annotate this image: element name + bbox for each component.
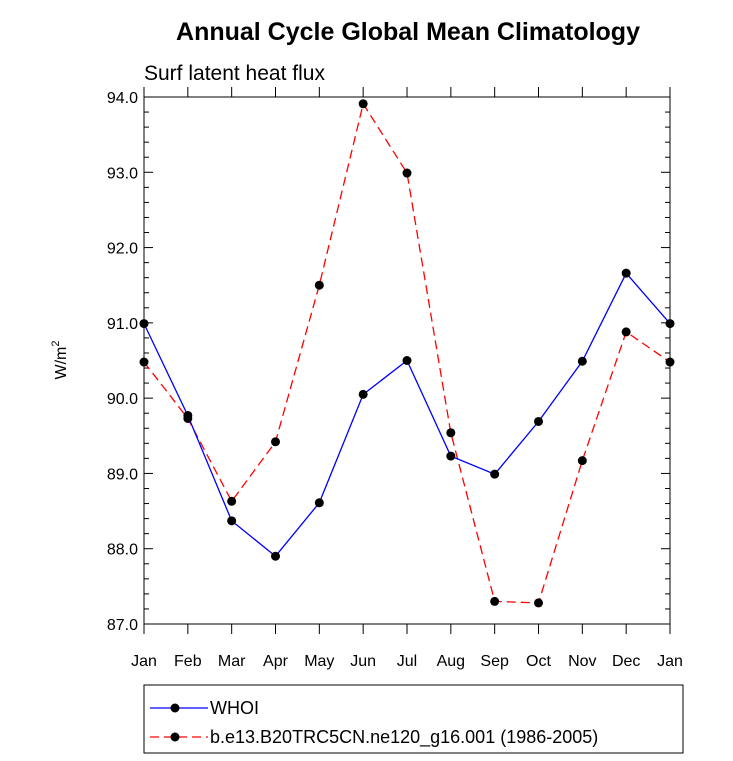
series-line-1 [143,102,671,604]
y-axis: 87.0 88.0 89.0 90.0 91.0 92.0 93.0 94.0 [107,90,670,634]
data-point-series-0 [665,319,675,329]
data-point-series-1 [665,357,675,367]
legend-label-0: WHOI [210,698,259,718]
data-point-series-1 [314,280,324,290]
y-tick-label: 92.0 [107,241,138,258]
data-point-series-0 [358,389,368,399]
data-point-series-1 [490,596,500,606]
data-point-series-0 [314,498,324,508]
y-axis-label-text: W/m [53,347,70,380]
x-tick-label: Jan [657,653,683,670]
data-point-series-1 [621,327,631,337]
data-point-series-0 [271,551,280,561]
y-tick-label: 93.0 [107,165,138,182]
legend-items: WHOI b.e13.B20TRC5CN.ne120_g16.001 (1986-… [150,698,598,748]
chart-title: Annual Cycle Global Mean Climatology [176,18,640,46]
y-tick-label: 87.0 [107,617,138,634]
y-tick-label: 91.0 [107,316,138,333]
series-line-0 [143,272,671,558]
data-point-series-0 [227,516,237,526]
data-point-series-0 [402,356,412,365]
data-point-series-1 [139,357,149,367]
series-layer [139,99,675,608]
y-tick-label: 90.0 [107,391,138,408]
data-point-series-0 [490,469,500,479]
data-point-series-0 [446,451,456,461]
data-point-series-1 [227,496,237,506]
data-point-series-1 [577,456,587,466]
data-point-series-0 [621,268,631,278]
data-point-series-0 [534,416,543,426]
x-tick-label: Jul [397,653,417,670]
x-tick-label: May [304,653,334,670]
x-tick-label: Aug [437,653,465,670]
data-point-series-1 [402,168,412,178]
data-point-series-1 [358,99,368,109]
x-tick-label: Jan [131,653,157,670]
x-tick-label: Nov [568,653,596,670]
legend-marker-0 [170,703,180,713]
data-point-series-1 [446,428,456,438]
data-point-series-1 [534,598,543,608]
y-axis-label: W/m2 [50,341,70,380]
legend-marker-1 [170,732,180,742]
legend-box [143,684,684,754]
x-tick-label: Mar [218,653,246,670]
chart-subtitle: Surf latent heat flux [144,62,325,85]
x-tick-label: Sep [480,653,509,670]
x-tick-label: Oct [526,653,551,670]
x-axis: Jan Feb Mar Apr May Jun Jul Aug Sep Oct Nov Dec Jan [131,87,683,670]
x-tick-label: Apr [263,653,289,670]
x-tick-label: Dec [612,653,640,670]
data-point-series-1 [183,413,193,423]
x-tick-label: Jun [350,653,376,670]
y-tick-label: 94.0 [107,90,138,107]
data-point-series-0 [577,356,587,366]
data-point-series-0 [139,319,149,329]
y-axis-label-superscript: 2 [50,341,62,347]
y-tick-label: 88.0 [107,542,138,559]
x-tick-label: Feb [174,653,202,670]
legend-label-1: b.e13.B20TRC5CN.ne120_g16.001 (1986-2005… [210,727,598,748]
legend: WHOI b.e13.B20TRC5CN.ne120_g16.001 (1986-… [143,684,684,754]
data-point-series-1 [271,437,280,447]
y-tick-label: 89.0 [107,466,138,483]
